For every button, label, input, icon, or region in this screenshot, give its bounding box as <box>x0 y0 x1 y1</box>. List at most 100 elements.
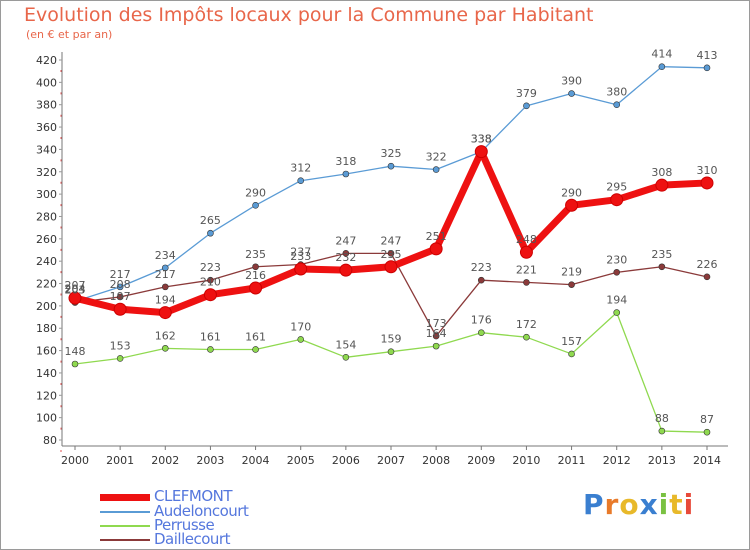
data-label: 232 <box>335 251 356 264</box>
x-tick-label: 2002 <box>151 454 179 467</box>
data-point <box>252 263 259 271</box>
data-point <box>161 345 169 352</box>
logo-letter: P <box>583 488 605 521</box>
data-point <box>158 306 172 320</box>
y-tick-label: 240 <box>36 255 57 268</box>
data-label: 413 <box>697 49 718 62</box>
data-point <box>384 260 398 274</box>
x-tick-label: 2008 <box>422 454 450 467</box>
data-point <box>703 64 711 72</box>
data-point <box>432 166 440 173</box>
x-tick-label: 2009 <box>467 454 495 467</box>
data-label: 153 <box>110 339 131 352</box>
y-tick-label: 400 <box>36 76 57 89</box>
proxiti-logo: Proxiti <box>583 488 694 521</box>
data-label: 247 <box>381 234 402 247</box>
y-tick-label: 80 <box>43 434 57 447</box>
y-tick-label: 300 <box>36 188 57 201</box>
data-label: 226 <box>697 258 718 271</box>
data-point <box>477 276 485 284</box>
data-point <box>523 333 530 341</box>
data-label: 197 <box>110 290 131 303</box>
data-label: 208 <box>110 278 131 291</box>
data-point <box>523 102 530 110</box>
data-point <box>387 162 395 170</box>
data-point <box>161 283 169 291</box>
data-point <box>207 229 214 237</box>
data-label: 380 <box>606 86 627 99</box>
data-point <box>519 245 533 259</box>
data-label: 290 <box>245 186 266 199</box>
data-point <box>432 332 440 340</box>
data-label: 290 <box>561 186 582 199</box>
data-label: 310 <box>697 164 718 177</box>
legend-swatch-perrusse <box>100 525 150 527</box>
data-label: 230 <box>606 253 627 266</box>
y-tick-label: 380 <box>36 99 57 112</box>
data-point <box>116 293 124 301</box>
y-tick-label: 340 <box>36 143 57 156</box>
data-label: 379 <box>516 87 537 100</box>
data-label: 223 <box>200 261 221 274</box>
data-label: 295 <box>606 181 627 194</box>
data-point <box>342 250 350 257</box>
y-tick-label: 260 <box>36 233 57 246</box>
data-label: 162 <box>155 329 176 342</box>
x-tick-label: 2014 <box>693 454 721 467</box>
data-label: 172 <box>516 318 537 331</box>
data-label: 322 <box>426 151 447 164</box>
legend-label-clefmont: CLEFMONT <box>154 487 233 505</box>
legend-label-daillecourt: Daillecourt <box>154 530 230 548</box>
data-point <box>613 309 621 316</box>
data-point <box>71 360 79 368</box>
data-point <box>297 336 305 343</box>
logo-letter: r <box>604 488 620 521</box>
data-label: 176 <box>471 314 492 327</box>
data-point <box>387 348 395 356</box>
logo-letter: t <box>669 488 684 521</box>
logo-letter: x <box>639 488 659 521</box>
data-point <box>613 101 621 109</box>
data-point <box>613 269 621 276</box>
logo-letter: i <box>683 488 695 521</box>
data-point <box>700 176 714 190</box>
data-label: 234 <box>155 249 176 262</box>
data-point <box>610 193 624 207</box>
logo-letter: i <box>658 488 670 521</box>
data-label: 237 <box>290 246 311 259</box>
data-label: 148 <box>65 345 86 358</box>
data-point <box>474 145 488 159</box>
data-point <box>568 281 575 288</box>
data-point <box>658 427 666 435</box>
data-point <box>568 350 575 358</box>
chart-subtitle: (en € et par an) <box>26 28 113 41</box>
y-tick-label: 360 <box>36 121 57 134</box>
data-label: 235 <box>245 248 266 261</box>
y-tick-label: 420 <box>36 54 57 67</box>
y-tick-label: 100 <box>36 412 57 425</box>
legend-label-audeloncourt: Audeloncourt <box>154 502 249 520</box>
x-tick-label: 2012 <box>603 454 631 467</box>
data-point <box>339 263 353 277</box>
data-point <box>68 291 82 305</box>
data-label: 338 <box>471 133 492 146</box>
data-point <box>342 353 350 361</box>
data-label: 318 <box>335 155 356 168</box>
data-point <box>387 250 395 257</box>
data-label: 217 <box>110 268 131 281</box>
data-point <box>703 428 711 436</box>
data-label: 154 <box>335 338 356 351</box>
x-tick-label: 2001 <box>106 454 134 467</box>
data-point <box>703 273 711 281</box>
data-label: 247 <box>335 234 356 247</box>
data-point <box>432 342 440 350</box>
data-point <box>297 177 305 185</box>
data-label: 210 <box>200 276 221 289</box>
data-label: 159 <box>381 333 402 346</box>
data-label: 87 <box>700 413 714 426</box>
x-tick-label: 2010 <box>512 454 540 467</box>
data-point <box>655 178 669 192</box>
data-point <box>252 201 259 209</box>
data-point <box>294 262 308 276</box>
